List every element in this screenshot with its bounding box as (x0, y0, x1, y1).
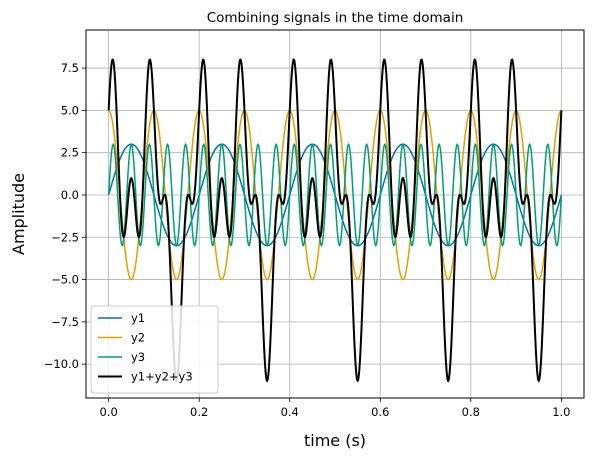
x-axis-title: time (s) (304, 431, 366, 450)
chart-title: Combining signals in the time domain (207, 10, 464, 26)
y-axis-ticks: −10.0 −7.5 −5.0 −2.5 0.0 2.5 5.0 7.5 (44, 61, 86, 371)
y-axis-title: Amplitude (9, 173, 28, 255)
legend-label: y3 (131, 350, 145, 364)
y-tick-label: 5.0 (61, 103, 79, 117)
series-layer (107, 58, 563, 383)
y-tick-label: −2.5 (51, 230, 79, 244)
legend: y1 y2 y3 y1+y2+y3 (90, 305, 219, 394)
y-tick-label: 2.5 (61, 146, 79, 160)
legend-box (90, 305, 219, 394)
x-tick-label: 0.4 (281, 405, 299, 419)
plot-frame (85, 29, 585, 399)
y-tick-label: −7.5 (51, 315, 79, 329)
legend-label: y1+y2+y3 (131, 370, 193, 384)
x-tick-label: 0.2 (190, 405, 208, 419)
x-tick-label: 1.0 (552, 405, 570, 419)
y-tick-label: 0.0 (61, 188, 79, 202)
y-tick-label: −10.0 (44, 357, 79, 371)
series-line-y1-plus-y2-plus-y3 (107, 58, 563, 383)
y-tick-label: 7.5 (61, 61, 79, 75)
legend-label: y2 (131, 331, 145, 345)
x-tick-label: 0.6 (371, 405, 389, 419)
x-tick-label: 0.0 (99, 405, 117, 419)
x-tick-label: 0.8 (462, 405, 480, 419)
legend-label: y1 (131, 311, 145, 325)
series-line-y3 (107, 143, 563, 247)
y-tick-label: −5.0 (51, 273, 79, 287)
x-axis-ticks: 0.0 0.2 0.4 0.6 0.8 1.0 (99, 398, 571, 419)
